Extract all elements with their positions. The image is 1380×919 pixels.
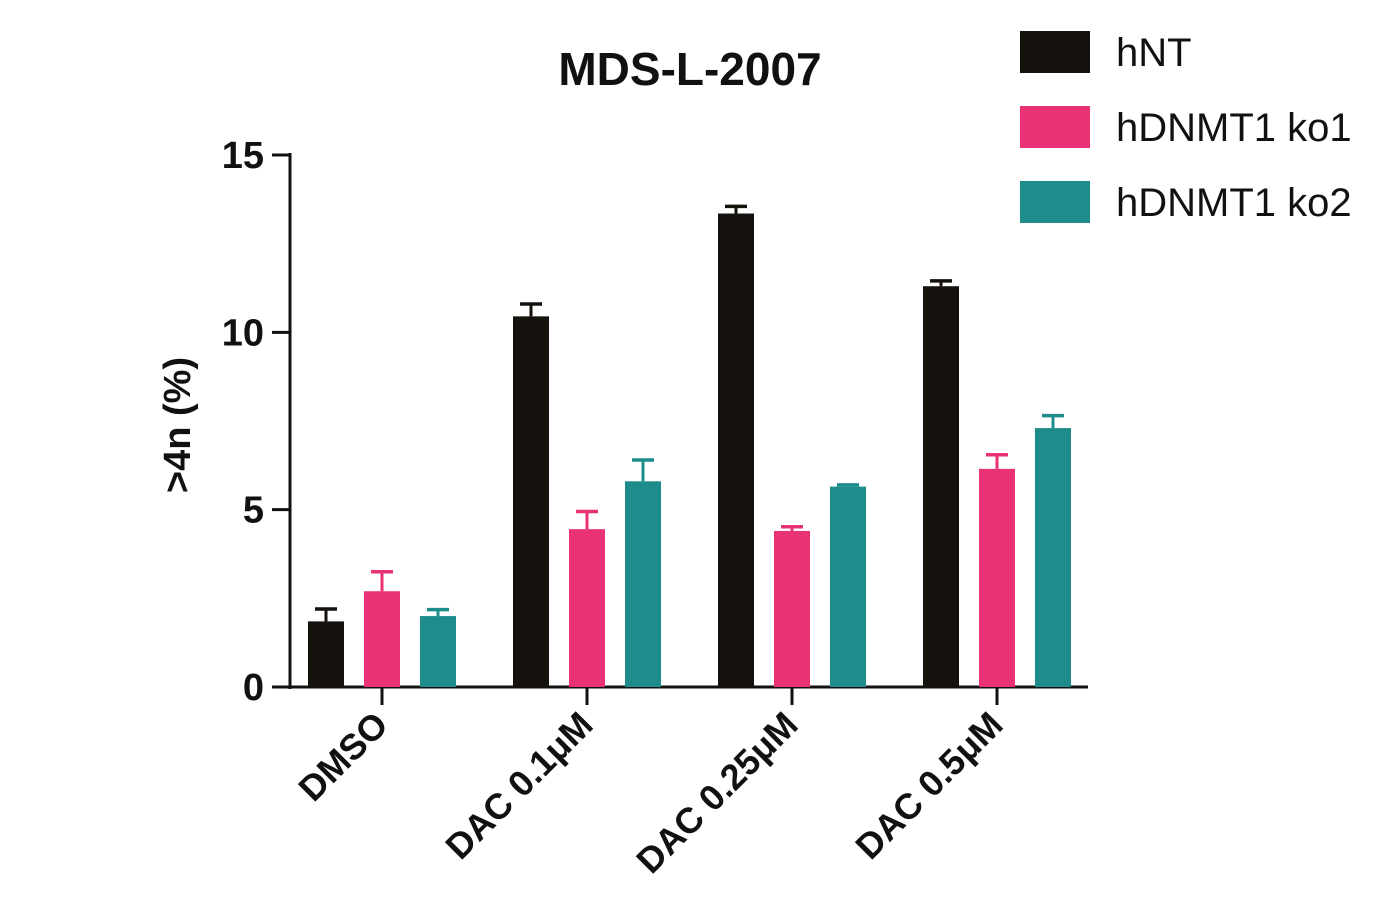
bar	[625, 481, 661, 687]
bar	[513, 316, 549, 687]
bar	[420, 616, 456, 687]
bar	[830, 486, 866, 687]
y-tick-label: 5	[243, 490, 264, 532]
y-tick-label: 0	[243, 667, 264, 709]
legend-swatch	[1020, 31, 1090, 73]
bar	[1035, 428, 1071, 687]
bar	[774, 530, 810, 687]
bar	[979, 468, 1015, 687]
plot-area: 0 5 10 15 DMSO DAC 0.1μM DAC 0.25μM DAC 0.5μM	[222, 135, 1088, 881]
bar	[718, 213, 754, 687]
bar	[569, 529, 605, 687]
x-tick-label: DAC 0.1μM	[437, 704, 600, 867]
bar	[308, 621, 344, 687]
legend-swatch	[1020, 106, 1090, 148]
y-tick-label: 10	[222, 312, 264, 354]
y-tick-label: 15	[222, 135, 264, 177]
x-tick-label: DMSO	[290, 704, 395, 809]
legend: hNT hDNMT1 ko1 hDNMT1 ko2	[1020, 31, 1352, 225]
legend-label: hDNMT1 ko1	[1116, 106, 1352, 150]
legend-swatch	[1020, 181, 1090, 223]
chart-title: MDS-L-2007	[558, 43, 821, 95]
x-tick-label: DAC 0.25μM	[628, 704, 806, 882]
y-axis-label: >4n (%)	[157, 357, 199, 493]
bar	[364, 591, 400, 687]
x-tick-label: DAC 0.5μM	[847, 704, 1010, 867]
legend-label: hDNMT1 ko2	[1116, 181, 1352, 225]
bar	[923, 286, 959, 687]
legend-label: hNT	[1116, 31, 1192, 75]
